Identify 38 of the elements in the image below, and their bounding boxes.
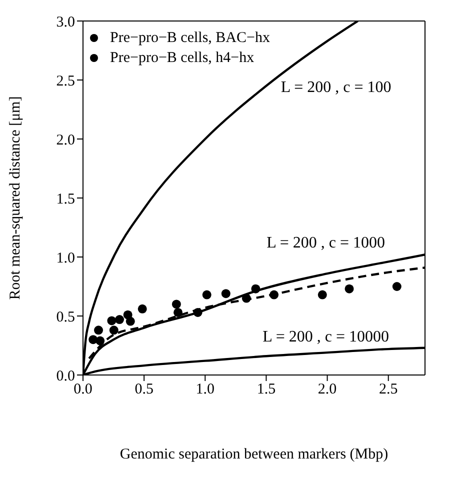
- x-tick-label: 1.0: [196, 382, 215, 398]
- point: [221, 289, 230, 298]
- point: [107, 316, 116, 326]
- point: [392, 282, 402, 291]
- y-tick-label: 0.5: [56, 309, 75, 326]
- x-tick-label: 0.0: [74, 382, 92, 398]
- point: [318, 290, 327, 300]
- x-tick-label: 2.5: [378, 382, 398, 398]
- point: [138, 304, 147, 314]
- point: [270, 290, 279, 300]
- legend-label: Pre−pro−B cells, BAC−hx: [110, 29, 270, 48]
- legend-label: Pre−pro−B cells, h4−hx: [110, 49, 254, 68]
- point: [126, 316, 135, 326]
- y-tick-label: 2.5: [56, 73, 75, 90]
- y-tick-label: 1.0: [56, 250, 75, 266]
- point: [109, 326, 118, 335]
- point: [115, 315, 124, 324]
- y-tick-label: 3.0: [56, 14, 75, 30]
- y-tick-label: 0.0: [56, 368, 75, 384]
- point: [96, 336, 105, 346]
- annotation: L = 200 , c = 1000: [266, 234, 385, 252]
- x-tick-label: 2.0: [318, 382, 337, 398]
- annotation: L = 200 , c = 100: [280, 78, 392, 96]
- y-tick-label: 1.5: [56, 191, 75, 208]
- point: [344, 284, 354, 294]
- point: [251, 284, 260, 294]
- point: [202, 290, 212, 300]
- point: [242, 294, 251, 303]
- point: [94, 326, 104, 335]
- point: [174, 308, 183, 317]
- y-tick-label: 2.0: [56, 132, 75, 148]
- annotation: L = 200 , c = 10000: [262, 328, 389, 346]
- point: [172, 300, 181, 309]
- x-tick-label: 1.5: [256, 382, 276, 398]
- y-axis-title: Root mean-squared distance [μm]: [7, 96, 24, 300]
- x-axis-title: Genomic separation between markers (Mbp): [120, 446, 388, 463]
- point: [193, 308, 202, 317]
- x-tick-label: 0.5: [134, 382, 154, 398]
